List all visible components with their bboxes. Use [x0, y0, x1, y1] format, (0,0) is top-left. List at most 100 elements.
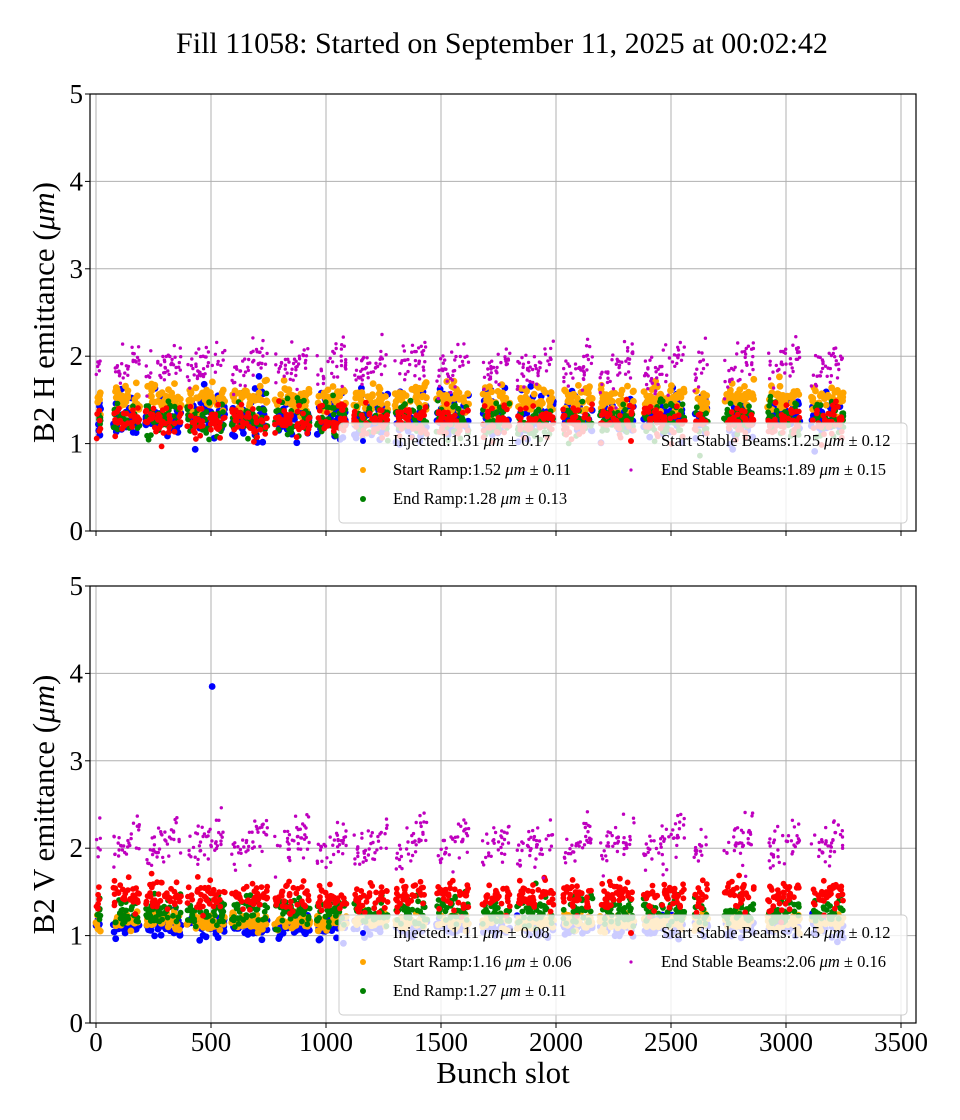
data-point	[663, 403, 669, 409]
data-point	[748, 416, 755, 423]
data-point	[421, 365, 425, 369]
data-point	[96, 417, 103, 424]
data-point	[422, 379, 430, 386]
data-point	[784, 347, 788, 351]
data-point	[145, 394, 149, 398]
data-point	[117, 915, 124, 922]
axes-frame	[89, 93, 917, 532]
data-point	[305, 916, 312, 922]
data-point	[693, 404, 700, 411]
data-point	[414, 364, 418, 368]
data-point	[751, 354, 755, 359]
data-point	[519, 908, 526, 915]
data-point	[667, 356, 672, 360]
data-point	[486, 367, 490, 371]
data-point	[627, 361, 631, 366]
data-point	[405, 414, 412, 421]
data-point	[162, 392, 170, 400]
data-point	[486, 383, 493, 390]
data-point	[112, 388, 119, 395]
data-point	[400, 403, 406, 410]
data-point	[454, 354, 458, 359]
data-point	[809, 417, 816, 424]
data-point	[196, 936, 204, 944]
data-point	[339, 363, 344, 368]
data-point	[188, 386, 192, 390]
data-point	[382, 393, 389, 400]
data-point	[485, 408, 491, 415]
data-point	[231, 412, 238, 419]
data-point	[667, 415, 674, 422]
data-point	[543, 414, 550, 420]
data-point	[94, 372, 99, 377]
data-point	[326, 918, 332, 925]
data-point	[255, 917, 262, 923]
data-point	[437, 384, 442, 388]
data-point	[538, 366, 542, 370]
data-point	[783, 402, 790, 409]
data-point	[582, 370, 586, 375]
legend-item: End Ramp:1.28 μm ± 0.13	[360, 489, 567, 508]
data-point	[564, 372, 568, 376]
data-point	[231, 426, 238, 433]
data-point	[598, 376, 602, 380]
data-point	[407, 397, 414, 404]
data-point	[582, 354, 586, 359]
data-point	[132, 352, 136, 356]
data-point	[522, 385, 526, 389]
data-point	[165, 921, 173, 929]
data-point	[839, 357, 844, 362]
data-point	[340, 343, 344, 347]
data-point	[340, 386, 347, 394]
data-point	[165, 429, 172, 436]
data-point	[536, 369, 541, 373]
data-point	[735, 352, 739, 356]
data-point	[489, 371, 493, 375]
data-point	[162, 358, 167, 362]
data-point	[813, 382, 818, 387]
data-point	[525, 368, 530, 372]
data-point	[641, 409, 648, 416]
data-point	[253, 906, 260, 913]
data-point	[331, 349, 335, 354]
data-point	[216, 362, 220, 366]
data-point	[249, 394, 256, 402]
data-point	[361, 373, 365, 378]
data-point	[128, 419, 135, 426]
data-point	[127, 927, 135, 935]
data-point	[417, 359, 421, 363]
data-point	[192, 415, 199, 422]
data-point	[151, 398, 158, 406]
data-point	[335, 364, 339, 369]
data-point	[817, 374, 822, 378]
data-point	[339, 359, 344, 363]
data-point	[631, 351, 635, 356]
data-point	[820, 366, 825, 371]
data-point	[297, 357, 302, 361]
data-point	[699, 371, 704, 375]
data-point	[143, 407, 150, 414]
data-point	[608, 379, 612, 384]
data-point	[584, 344, 589, 348]
data-point	[263, 376, 270, 384]
data-point	[178, 346, 182, 350]
data-point	[773, 407, 780, 414]
data-point	[131, 395, 139, 403]
data-point	[598, 412, 605, 418]
data-point	[527, 417, 534, 424]
data-point	[479, 390, 487, 398]
data-point	[580, 388, 585, 392]
data-point	[251, 373, 255, 377]
data-point	[828, 366, 832, 371]
data-point	[765, 409, 772, 416]
data-point	[515, 387, 519, 391]
data-point	[165, 386, 172, 393]
data-point	[275, 407, 281, 414]
data-point	[360, 367, 365, 371]
data-point	[282, 374, 286, 378]
data-point	[504, 362, 508, 367]
data-point	[771, 370, 775, 374]
data-point	[416, 404, 423, 411]
data-point	[667, 387, 674, 395]
data-point	[408, 385, 416, 393]
